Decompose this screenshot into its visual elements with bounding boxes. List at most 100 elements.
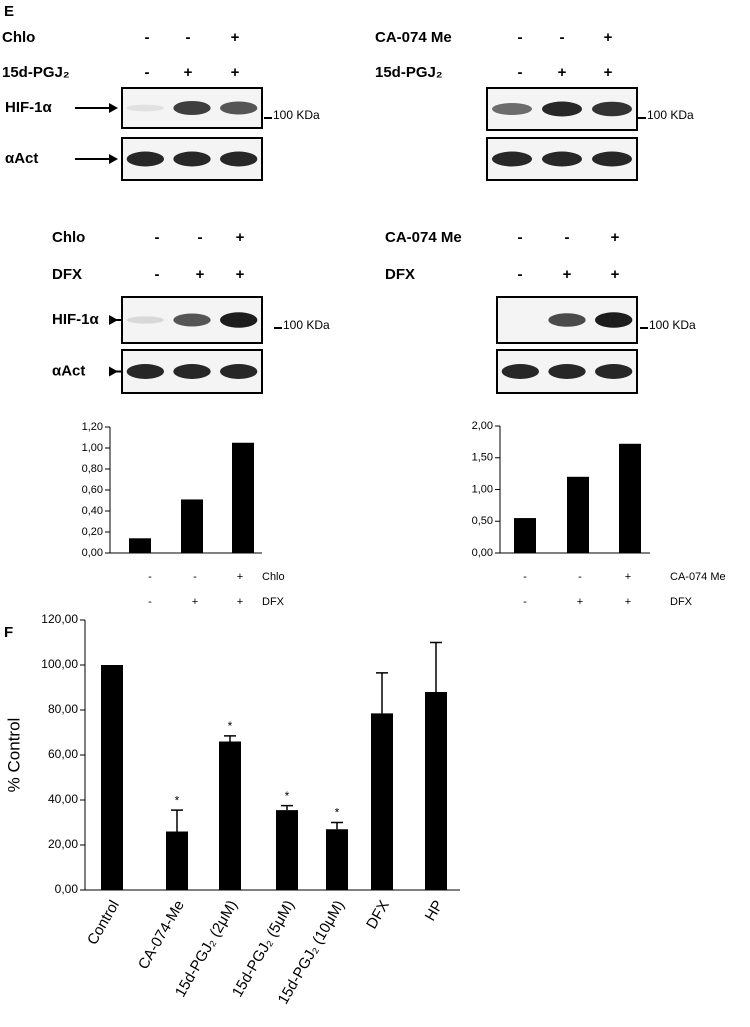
- y-tick-label: 0,00: [472, 547, 493, 559]
- y-tick-label: 0,20: [82, 526, 103, 538]
- condition-sign: +: [237, 571, 243, 583]
- band-label: αAct: [52, 362, 85, 379]
- arrow-head: [109, 103, 118, 113]
- arrow-head: [109, 315, 118, 325]
- bar: [232, 442, 254, 553]
- y-tick-label: 0,00: [82, 547, 103, 559]
- blot-band: [548, 313, 586, 327]
- bar: [514, 518, 536, 553]
- y-tick-label: 0,50: [472, 515, 493, 527]
- treatment-sign: +: [563, 266, 572, 283]
- blot-band: [492, 151, 532, 167]
- treatment-sign: -: [518, 266, 523, 283]
- significance-mark: *: [335, 806, 340, 820]
- treatment-sign: -: [145, 64, 150, 81]
- condition-sign: -: [193, 571, 197, 583]
- treatment-label: CA-074 Me: [375, 29, 452, 46]
- condition-label: DFX: [670, 596, 693, 608]
- bar: [181, 499, 203, 553]
- treatment-sign: -: [145, 29, 150, 46]
- treatment-sign: -: [186, 29, 191, 46]
- condition-label: Chlo: [262, 571, 285, 583]
- condition-sign: -: [523, 596, 527, 608]
- band-label: HIF-1α: [5, 99, 53, 116]
- bar: [166, 831, 188, 890]
- arrow-head: [109, 154, 118, 164]
- error-bar: [430, 641, 442, 692]
- blot-band: [173, 151, 211, 167]
- x-tick-label: HP: [422, 897, 447, 924]
- treatment-sign: -: [518, 64, 523, 81]
- treatment-label: 15d-PGJ₂: [375, 64, 443, 81]
- size-marker: 100 KDa: [283, 318, 330, 332]
- treatment-sign: -: [565, 229, 570, 246]
- bar: [567, 476, 589, 553]
- blot-band: [173, 364, 211, 379]
- treatment-sign: +: [196, 266, 205, 283]
- x-tick-label: Control: [84, 897, 123, 947]
- blot-band: [542, 151, 582, 167]
- blot-band: [220, 364, 258, 379]
- treatment-label: CA-074 Me: [385, 229, 462, 246]
- y-tick-label: 100,00: [41, 657, 78, 671]
- condition-label: CA-074 Me: [670, 571, 726, 583]
- y-tick-label: 120,00: [41, 612, 78, 626]
- bar: [101, 665, 123, 890]
- blot-band: [126, 364, 164, 379]
- y-tick-label: 80,00: [48, 702, 78, 716]
- error-bar: [376, 672, 388, 714]
- blot-band: [595, 364, 633, 379]
- significance-mark: *: [285, 789, 290, 803]
- treatment-sign: +: [558, 64, 567, 81]
- treatment-sign: +: [231, 64, 240, 81]
- band-label: HIF-1α: [52, 311, 100, 328]
- y-tick-label: 2,00: [472, 420, 493, 432]
- treatment-sign: -: [198, 229, 203, 246]
- blot-band: [592, 101, 632, 117]
- condition-sign: -: [148, 571, 152, 583]
- y-tick-label: 40,00: [48, 792, 78, 806]
- blot-band: [592, 151, 632, 167]
- treatment-label: Chlo: [2, 29, 35, 46]
- blot-band: [220, 101, 258, 115]
- error-bar: [281, 804, 293, 811]
- condition-sign: +: [237, 596, 243, 608]
- error-bar: [224, 735, 236, 742]
- y-tick-label: 1,50: [472, 452, 493, 464]
- treatment-sign: -: [155, 229, 160, 246]
- treatment-sign: +: [611, 229, 620, 246]
- blot-band: [173, 313, 211, 327]
- blot-band: [595, 312, 633, 328]
- blot-band: [173, 101, 211, 115]
- condition-sign: +: [625, 596, 631, 608]
- y-tick-label: 60,00: [48, 747, 78, 761]
- panel-label: F: [4, 624, 13, 641]
- y-tick-label: 0,40: [82, 505, 103, 517]
- blot-band: [220, 151, 258, 167]
- x-tick-label: CA-074-Me: [135, 897, 188, 972]
- condition-sign: +: [577, 596, 583, 608]
- treatment-label: 15d-PGJ₂: [2, 64, 70, 81]
- blot-band: [542, 101, 582, 117]
- blot-band: [126, 316, 164, 324]
- y-tick-label: 1,20: [82, 421, 103, 433]
- blot-band: [548, 364, 586, 379]
- significance-mark: *: [228, 719, 233, 733]
- error-bar: [331, 821, 343, 830]
- blot-band: [220, 312, 258, 328]
- treatment-label: DFX: [385, 266, 415, 283]
- treatment-sign: -: [155, 266, 160, 283]
- size-marker: 100 KDa: [647, 108, 694, 122]
- size-marker: 100 KDa: [273, 108, 320, 122]
- blot-band: [492, 103, 532, 115]
- treatment-sign: +: [236, 229, 245, 246]
- bar: [129, 538, 151, 553]
- band-label: αAct: [5, 150, 38, 167]
- y-tick-label: 1,00: [472, 483, 493, 495]
- treatment-label: DFX: [52, 266, 82, 283]
- y-tick-label: 0,00: [55, 882, 79, 896]
- error-bar: [171, 809, 183, 832]
- bar: [219, 741, 241, 890]
- treatment-sign: +: [604, 64, 613, 81]
